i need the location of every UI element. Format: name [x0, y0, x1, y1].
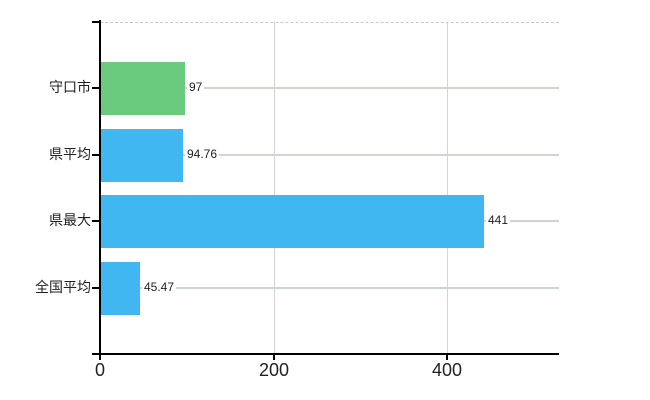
bar-value-label: 441: [486, 213, 511, 228]
bar[interactable]: [101, 262, 140, 315]
x-axis-tick-label: 200: [258, 360, 290, 380]
category-label: 全国平均: [35, 279, 91, 295]
x-axis-tick: [273, 355, 275, 360]
x-axis-tick: [99, 355, 101, 360]
bar-value-label: 97: [187, 80, 205, 95]
bar-value-label: 94.76: [185, 147, 220, 162]
y-axis-tick: [92, 87, 100, 89]
horizontal-gridline: [100, 287, 559, 289]
category-label: 守口市: [49, 79, 91, 95]
y-axis-tick: [92, 220, 100, 222]
y-axis-line: [99, 20, 101, 359]
category-label: 県最大: [49, 212, 91, 228]
bar[interactable]: [101, 62, 185, 115]
x-axis-tick-label: 400: [431, 360, 463, 380]
y-axis-tick: [92, 287, 100, 289]
vertical-gridline: [447, 22, 448, 354]
x-axis-tick: [446, 355, 448, 360]
bar[interactable]: [101, 195, 484, 248]
horizontal-gridline: [100, 87, 559, 89]
bar[interactable]: [101, 129, 183, 182]
plot-top-border: [100, 22, 559, 23]
vertical-gridline: [274, 22, 275, 354]
x-axis-tick-label: 0: [94, 360, 105, 380]
x-axis-line: [92, 353, 559, 355]
y-axis-tick: [92, 154, 100, 156]
y-axis-top-tick: [92, 21, 100, 23]
horizontal-gridline: [100, 154, 559, 156]
bar-value-label: 45.47: [142, 280, 177, 295]
category-label: 県平均: [49, 146, 91, 162]
